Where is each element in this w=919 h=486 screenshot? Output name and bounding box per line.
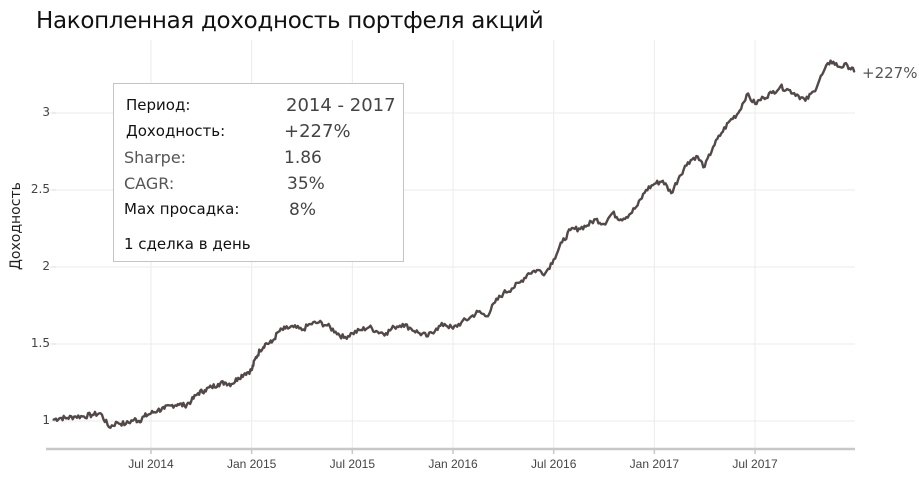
stat-label: Период:	[126, 96, 191, 114]
end-value-annotation: +227%	[862, 64, 918, 82]
stat-value: 35%	[287, 174, 325, 194]
y-tick-label: 2.5	[30, 182, 50, 196]
x-tick-label: Jul 2014	[128, 457, 174, 471]
chart-title: Накопленная доходность портфеля акций	[36, 8, 544, 34]
stat-label: Доходность:	[126, 122, 226, 140]
y-tick-label: 1	[42, 413, 50, 427]
x-tick-label: Jan 2017	[629, 457, 680, 471]
x-tick-label: Jul 2016	[531, 457, 577, 471]
trades-per-day-note: 1 сделка в день	[124, 235, 251, 253]
x-tick-label: Jan 2016	[428, 457, 478, 471]
stat-value: 8%	[289, 200, 316, 220]
x-axis-ticks	[52, 112, 756, 454]
stats-info-box: Период: 2014 - 2017 Доходность: +227% Sh…	[113, 83, 404, 262]
x-tick-label: Jul 2017	[732, 457, 778, 471]
y-tick-label: 1.5	[30, 336, 50, 350]
x-tick-label: Jan 2015	[226, 457, 277, 471]
stat-label: Max просадка:	[124, 200, 240, 218]
stat-value: 2014 - 2017	[286, 95, 396, 116]
stat-label: CAGR:	[124, 174, 175, 193]
x-tick-label: Jul 2015	[329, 457, 376, 471]
y-tick-label: 2	[42, 259, 50, 273]
y-tick-label: 3	[42, 105, 50, 119]
stat-value: +227%	[284, 121, 351, 142]
stat-label: Sharpe:	[124, 148, 187, 167]
stat-value: 1.86	[284, 148, 322, 168]
cumulative-return-line	[52, 59, 856, 429]
